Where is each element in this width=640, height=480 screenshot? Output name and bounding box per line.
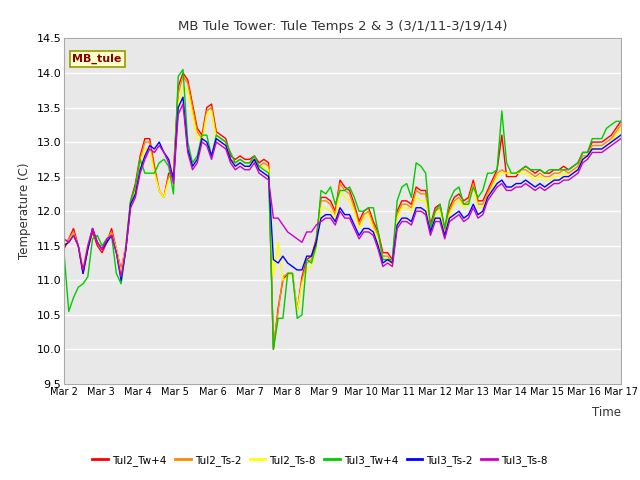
Legend: Tul2_Tw+4, Tul2_Ts-2, Tul2_Ts-8, Tul3_Tw+4, Tul3_Ts-2, Tul3_Ts-8: Tul2_Tw+4, Tul2_Ts-2, Tul2_Ts-8, Tul3_Tw…: [88, 451, 552, 470]
Title: MB Tule Tower: Tule Temps 2 & 3 (3/1/11-3/19/14): MB Tule Tower: Tule Temps 2 & 3 (3/1/11-…: [178, 20, 507, 33]
Text: MB_tule: MB_tule: [72, 54, 122, 64]
Text: Time: Time: [592, 406, 621, 419]
Y-axis label: Temperature (C): Temperature (C): [18, 163, 31, 260]
